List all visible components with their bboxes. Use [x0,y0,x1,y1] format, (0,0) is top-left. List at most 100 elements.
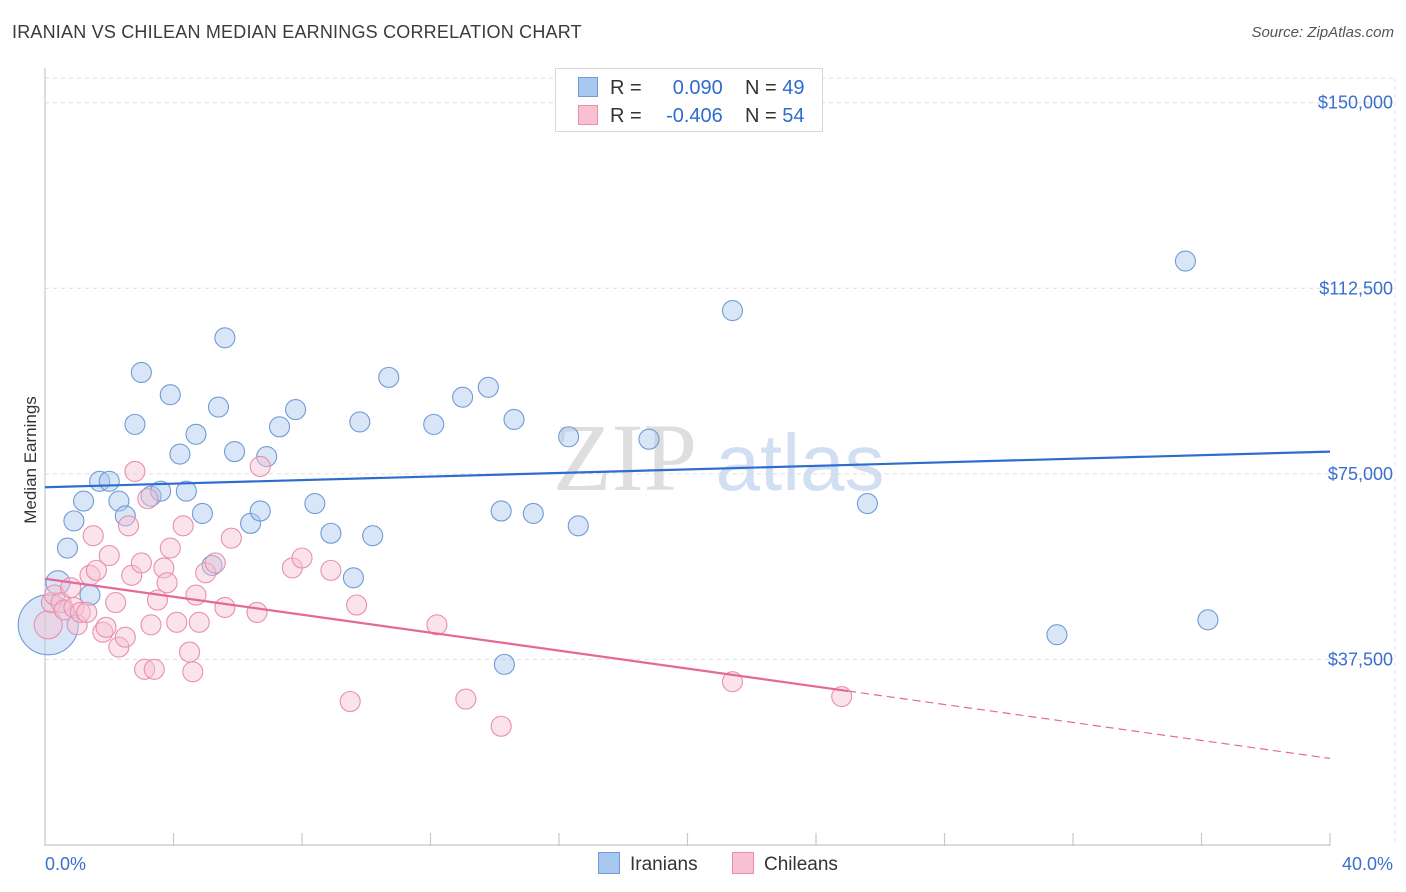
y-tick-labels: $37,500 $75,000 $112,500 $150,000 [1318,93,1393,670]
legend-n-label: N = [745,105,777,127]
correlation-legend: R = 0.090 N = 49 R = -0.406 N = 54 [555,68,823,132]
chilean-point [246,601,268,623]
iranian-point [207,396,230,418]
iranian-point [169,443,191,465]
iranian-point [285,398,307,421]
iranian-point [185,423,207,445]
y-tick-label: $75,000 [1328,464,1393,484]
iranian-point [249,500,271,522]
iranian-point [191,502,213,525]
chilean-point [85,559,107,581]
legend-r-label: R = [610,105,642,127]
legend-n-value-iranians: 49 [782,77,805,99]
chilean-point [339,690,361,713]
iranian-point [558,426,580,448]
watermark: ZIP atlas [553,404,884,511]
chilean-point [95,616,117,638]
iranian-point [856,493,878,515]
chilean-point [82,525,104,547]
chilean-point [249,455,271,477]
chilean-point [346,594,368,616]
axes [44,68,1331,846]
iranian-point [124,413,146,435]
chilean-point [320,559,342,581]
iranian-point [214,327,236,349]
iranian-point [320,522,342,544]
iranian-point [503,408,525,430]
chilean-point [33,610,63,640]
chilean-point [69,601,91,623]
legend-n-value-chileans: 54 [782,105,805,127]
chilean-point [156,572,178,594]
chilean-point [185,584,207,606]
legend-row-iranians: R = 0.090 N = 49 [578,77,805,101]
iranian-point [342,567,364,589]
chilean-point [159,537,181,559]
chilean-point [140,614,162,636]
iranian-point [378,366,400,388]
bottom-legend-swatch-chileans [732,852,754,874]
iranian-point [268,416,291,438]
iranian-point [490,500,512,522]
chilean-trend-line [44,577,849,693]
iranian-point [130,361,152,383]
legend-row-chileans: R = -0.406 N = 54 [578,105,805,129]
iranian-point [477,376,499,398]
iranian-point [56,537,79,559]
iranian-point [304,493,326,515]
iranian-point [63,510,85,532]
bottom-legend-label-chileans: Chileans [764,854,838,875]
chilean-point [179,641,201,663]
iranian-point [362,525,384,547]
points [17,250,1219,737]
chilean-point [98,544,120,567]
chilean-point [172,515,194,537]
legend-r-value-iranians: 0.090 [672,77,723,99]
iranian-point [452,386,474,408]
chilean-point [182,661,204,683]
legend-r-value-chileans: -0.406 [666,105,723,127]
x-tick-labels: 0.0% 40.0% [45,854,1393,874]
legend-swatch-iranians [578,77,598,97]
chilean-point [166,611,188,633]
y-tick-label: $37,500 [1328,649,1393,669]
iranian-point [17,594,79,656]
iranian-point [223,441,246,463]
iranian-point [140,485,162,507]
chilean-point [143,658,165,680]
legend-r-label: R = [610,77,642,99]
chilean-point [188,611,210,633]
chilean-trend-line-dashed [848,690,1331,759]
chilean-point [130,552,152,574]
chilean-point [105,591,127,614]
bottom-legend-iranians: Iranians [598,852,698,876]
iranian-point [567,515,589,537]
chilean-point [426,614,448,636]
watermark-zip: ZIP [553,404,697,511]
iranian-trend-line [44,450,1331,489]
trend-lines [44,450,1331,759]
y-tick-label: $112,500 [1319,278,1393,298]
source-label: Source: ZipAtlas.com [1251,24,1394,41]
bottom-legend-swatch-iranians [598,852,620,874]
iranian-point [159,384,181,406]
chilean-point [214,596,236,619]
iranian-point [98,470,120,492]
iranian-point [73,490,95,512]
watermark-atlas: atlas [716,418,885,507]
x-tick-label: 0.0% [45,854,86,874]
chilean-point [117,515,140,537]
iranian-point [1197,609,1219,631]
chilean-point [114,626,136,648]
chart-title: IRANIAN VS CHILEAN MEDIAN EARNINGS CORRE… [12,22,582,42]
y-tick-label: $150,000 [1318,93,1393,113]
iranian-point [150,480,172,502]
chilean-point [137,488,159,510]
chilean-point [124,460,146,482]
bottom-legend-chileans: Chileans [732,852,838,876]
chilean-point [455,688,477,710]
y-axis-title: Median Earnings [21,396,40,524]
chilean-point [76,601,98,623]
legend-n-label: N = [745,77,777,99]
